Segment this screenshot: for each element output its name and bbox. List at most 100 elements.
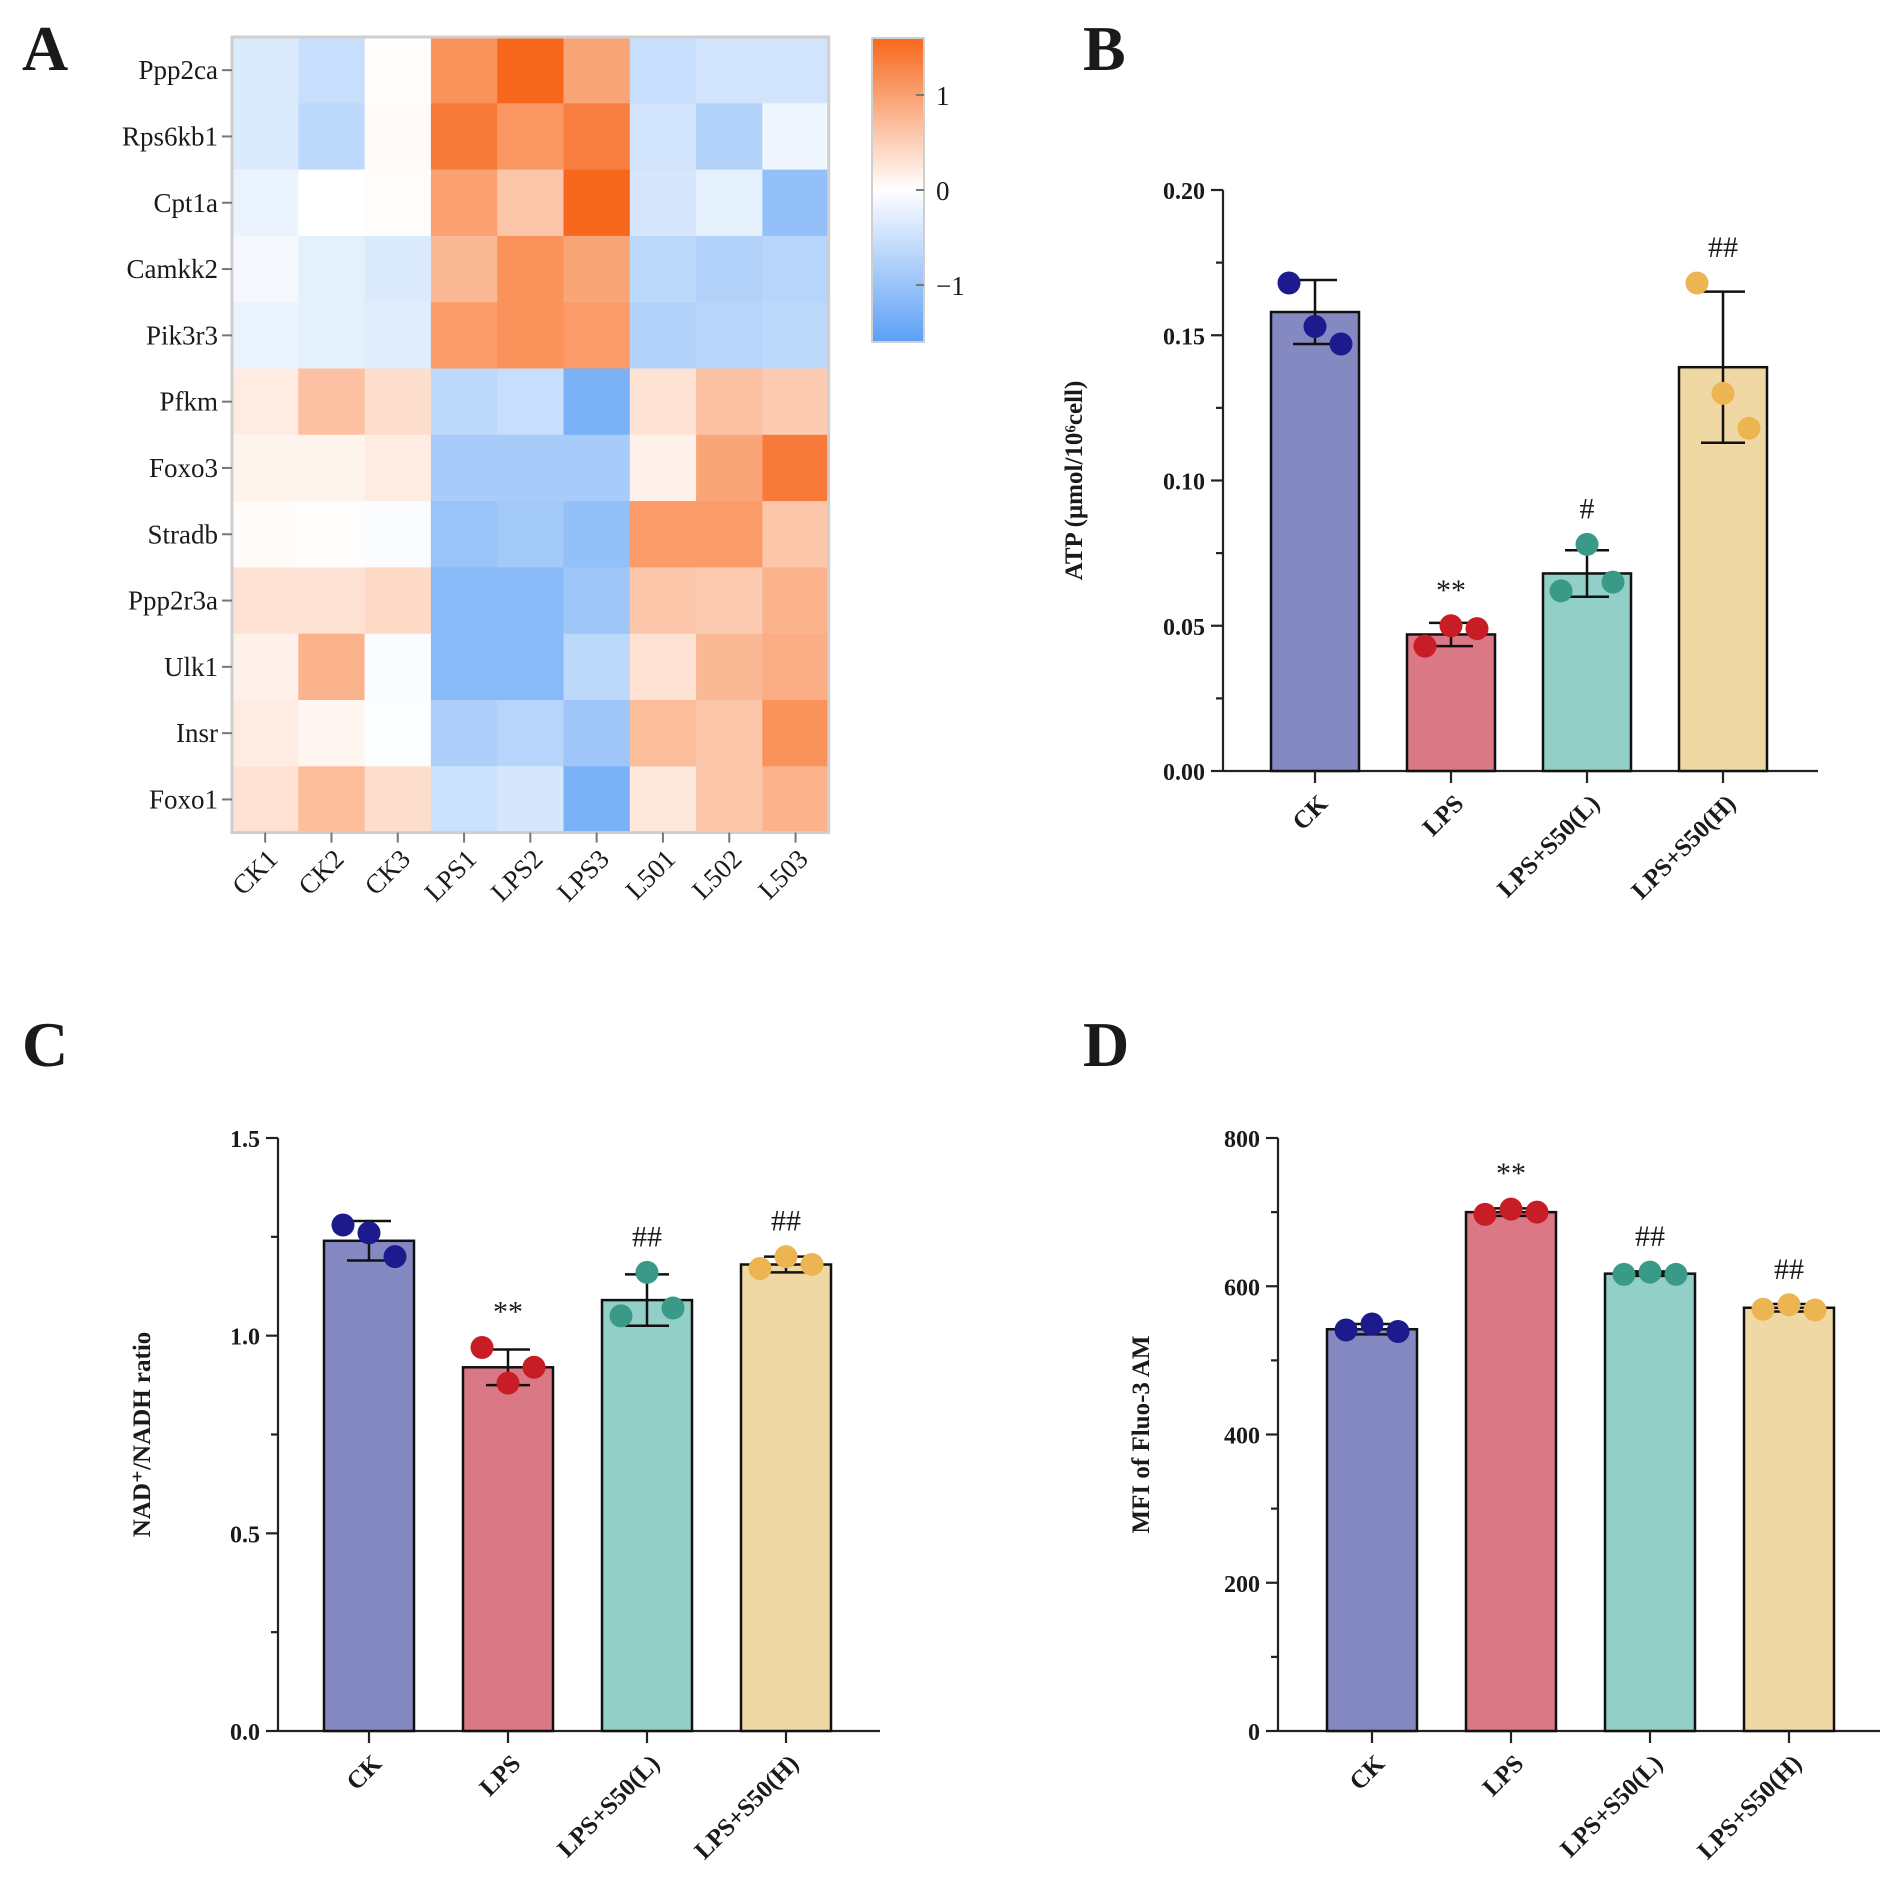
bar: [600, 1298, 694, 1733]
y-tick-label: 0.05: [1163, 615, 1205, 641]
bar: [1464, 1210, 1558, 1733]
column-label: LPS1: [419, 844, 483, 908]
row-label: Pfkm: [159, 387, 218, 417]
heatmap-cell: [430, 368, 498, 436]
y-tick-label: 1.5: [230, 1127, 260, 1153]
bar: [1405, 633, 1497, 773]
heatmap-cell: [232, 235, 299, 303]
heatmap-cell: [497, 37, 565, 104]
panel-letter-a: A: [22, 13, 68, 84]
heatmap-cell: [298, 235, 366, 303]
data-point: [748, 1256, 772, 1280]
data-point: [1413, 634, 1437, 658]
data-point: [1303, 315, 1327, 339]
significance-label: **: [1436, 574, 1466, 607]
heatmap-cell: [762, 700, 830, 767]
data-point: [800, 1253, 824, 1277]
column-label: CK1: [226, 844, 283, 901]
heatmap-cell: [298, 302, 366, 370]
heatmap-cell: [298, 103, 366, 171]
category-label: CK: [1345, 1750, 1391, 1796]
heatmap-cell: [232, 501, 299, 568]
data-point: [1334, 1318, 1358, 1342]
heatmap-cell: [298, 434, 366, 502]
significance-label: **: [1496, 1157, 1526, 1190]
bar: [461, 1366, 555, 1733]
data-point: [1751, 1297, 1775, 1321]
heatmap-cell: [563, 567, 631, 635]
data-point: [496, 1371, 520, 1395]
heatmap-cell: [629, 37, 697, 104]
heatmap-cell: [232, 766, 299, 834]
colorbar-tick-label: 1: [936, 81, 950, 111]
data-point: [1499, 1197, 1523, 1221]
heatmap-cell: [563, 103, 631, 171]
data-point: [1638, 1260, 1662, 1284]
heatmap-cell: [298, 567, 366, 635]
row-label: Ulk1: [164, 652, 218, 682]
y-tick-label: 200: [1224, 1572, 1260, 1598]
heatmap-cell: [298, 633, 366, 701]
heatmap-cell: [232, 368, 299, 436]
data-point: [1664, 1262, 1688, 1286]
y-tick-label: 0.00: [1163, 760, 1205, 786]
category-label: CK: [1288, 790, 1334, 836]
category-label: LPS: [1418, 790, 1470, 842]
heatmap-cell: [497, 302, 565, 370]
heatmap-cell: [563, 766, 631, 834]
data-point: [331, 1213, 355, 1237]
heatmap-cell: [629, 235, 697, 303]
data-point: [661, 1296, 685, 1320]
heatmap-cell: [629, 567, 697, 635]
heatmap-cell: [696, 700, 763, 767]
heatmap-cell: [696, 434, 763, 502]
heatmap-cell: [629, 434, 697, 502]
row-label: Rps6kb1: [122, 121, 218, 151]
significance-label: ##: [632, 1220, 662, 1253]
data-point: [357, 1221, 381, 1245]
heatmap-cell: [430, 434, 498, 502]
bar-chart-panel-b: 0.00 0.05 0.10 0.15 0.20 ATP (μmol/10⁶cell) CK…: [1061, 179, 1818, 905]
data-point: [1360, 1312, 1384, 1336]
bar-chart-panel-c: 0.0 0.5 1.0 1.5 NAD⁺/NADH ratio CK ** LPS ## LPS+…: [129, 1127, 880, 1865]
bar: [1742, 1306, 1836, 1733]
column-label: CK2: [292, 844, 349, 901]
heatmap-cell: [497, 103, 565, 171]
data-point: [609, 1304, 633, 1328]
significance-label: ##: [771, 1205, 801, 1238]
heatmap-cell: [364, 434, 432, 502]
heatmap-cell: [497, 633, 565, 701]
heatmap-cell: [364, 368, 432, 436]
heatmap-cell: [430, 700, 498, 767]
row-label: Foxo3: [149, 453, 218, 483]
y-tick-label: 0.0: [230, 1720, 260, 1746]
row-label: Stradb: [148, 519, 219, 549]
category-label: LPS+S50(L): [1493, 790, 1606, 903]
data-point: [1737, 416, 1761, 440]
heatmap-cell: [430, 169, 498, 237]
heatmap-cell: [629, 700, 697, 767]
heatmap-cell: [629, 169, 697, 237]
column-label: LPS3: [551, 844, 615, 908]
heatmap-cell: [364, 235, 432, 303]
row-label: Foxo1: [149, 784, 218, 814]
data-point: [1386, 1319, 1410, 1343]
heatmap-cell: [696, 169, 763, 237]
heatmap-cell: [629, 103, 697, 171]
heatmap-cell: [762, 434, 830, 502]
row-label: Pik3r3: [146, 320, 218, 350]
heatmap-cell: [762, 567, 830, 635]
heatmap-cell: [232, 567, 299, 635]
heatmap-cell: [298, 169, 366, 237]
y-tick-label: 600: [1224, 1275, 1260, 1301]
heatmap-cell: [298, 368, 366, 436]
y-axis-label: ATP (μmol/10⁶cell): [1061, 381, 1088, 581]
panel-letter-d: D: [1083, 1009, 1129, 1080]
y-tick-label: 400: [1224, 1424, 1260, 1450]
data-point: [1465, 617, 1489, 641]
data-point: [1525, 1200, 1549, 1224]
y-tick-label: 1.0: [230, 1325, 260, 1351]
y-tick-label: 0.20: [1163, 179, 1205, 205]
heatmap-cell: [696, 501, 763, 568]
heatmap-cell: [696, 235, 763, 303]
